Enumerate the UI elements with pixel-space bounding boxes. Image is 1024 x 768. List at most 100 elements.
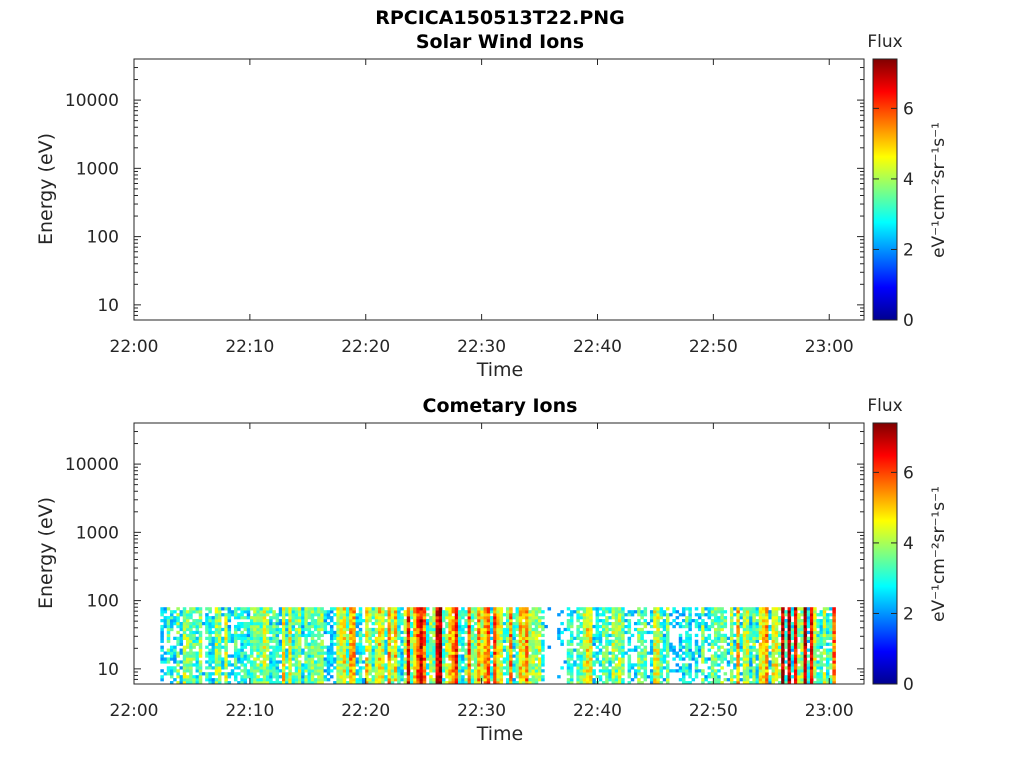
heatmap-cell	[589, 657, 593, 661]
heatmap-cell	[448, 636, 452, 640]
heatmap-cell	[541, 675, 545, 679]
heatmap-cell	[461, 616, 465, 620]
heatmap-cell	[160, 678, 164, 682]
heatmap-cell	[198, 636, 203, 640]
heatmap-cell	[605, 624, 609, 629]
heatmap-cell	[608, 657, 612, 661]
heatmap-cell	[281, 633, 286, 638]
heatmap-cell	[806, 672, 811, 676]
heatmap-cell	[233, 678, 238, 682]
heatmap-cell	[387, 627, 392, 632]
heatmap-cell	[566, 660, 571, 664]
heatmap-cell	[413, 624, 417, 629]
heatmap-cell	[803, 642, 808, 646]
heatmap-cell	[269, 621, 273, 626]
heatmap-cell	[729, 627, 734, 632]
heatmap-cell	[813, 639, 817, 643]
heatmap-cell	[701, 657, 705, 661]
heatmap-cell	[393, 610, 398, 614]
heatmap-cell	[678, 636, 683, 640]
heatmap-cell	[189, 669, 193, 673]
heatmap-cell	[534, 675, 539, 679]
heatmap-cell	[217, 672, 222, 676]
heatmap-cell	[576, 663, 580, 667]
heatmap-cell	[614, 619, 619, 623]
heatmap-cell	[531, 645, 536, 649]
heatmap-cell	[717, 681, 721, 685]
heatmap-cell	[381, 657, 385, 661]
heatmap-cell	[729, 642, 734, 646]
heatmap-cell	[784, 621, 788, 626]
heatmap-cell	[189, 663, 193, 667]
heatmap-cell	[377, 666, 382, 670]
heatmap-cell	[413, 642, 417, 646]
heatmap-cell	[781, 657, 785, 661]
heatmap-cell	[269, 660, 273, 664]
heatmap-cell	[384, 645, 388, 649]
heatmap-cell	[307, 621, 312, 626]
heatmap-cell	[313, 663, 318, 667]
heatmap-cell	[387, 616, 392, 620]
heatmap-cell	[665, 678, 670, 682]
heatmap-cell	[374, 630, 379, 635]
heatmap-cell	[662, 636, 667, 640]
heatmap-cell	[736, 613, 740, 617]
heatmap-cell	[272, 681, 276, 685]
heatmap-cell	[195, 639, 200, 643]
heatmap-cell	[307, 669, 312, 673]
heatmap-cell	[329, 657, 334, 661]
heatmap-cell	[470, 657, 475, 661]
heatmap-cell	[592, 660, 596, 664]
heatmap-cell	[192, 607, 196, 611]
heatmap-cell	[182, 666, 187, 670]
heatmap-cell	[403, 613, 408, 617]
heatmap-cell	[758, 660, 763, 664]
heatmap-cell	[288, 669, 292, 673]
heatmap-cell	[502, 648, 507, 652]
heatmap-cell	[307, 657, 312, 661]
heatmap-cell	[464, 642, 468, 646]
heatmap-cell	[256, 613, 260, 617]
heatmap-cell	[419, 660, 424, 664]
heatmap-cell	[285, 619, 289, 623]
heatmap-cell	[749, 663, 753, 667]
heatmap-cell	[800, 613, 804, 617]
heatmap-cell	[176, 616, 180, 620]
heatmap-cell	[349, 657, 353, 661]
heatmap-cell	[787, 663, 792, 667]
heatmap-cell	[752, 627, 756, 632]
heatmap-cell	[470, 642, 475, 646]
heatmap-cell	[499, 639, 504, 643]
heatmap-cell	[262, 616, 267, 620]
heatmap-cell	[813, 669, 817, 673]
heatmap-cell	[793, 624, 798, 629]
heatmap-cell	[672, 651, 676, 655]
heatmap-cell	[342, 666, 347, 670]
heatmap-cell	[832, 627, 836, 632]
heatmap-cell	[169, 619, 174, 623]
heatmap-cell	[656, 666, 660, 670]
heatmap-cell	[784, 636, 788, 640]
heatmap-cell	[688, 663, 692, 667]
heatmap-cell	[179, 639, 184, 643]
heatmap-cell	[505, 619, 510, 623]
heatmap-cell	[777, 645, 782, 649]
heatmap-cell	[665, 654, 670, 658]
heatmap-cell	[217, 663, 222, 667]
heatmap-cell	[531, 616, 536, 620]
heatmap-cell	[166, 666, 171, 670]
heatmap-cell	[784, 654, 788, 658]
heatmap-cell	[598, 678, 603, 682]
heatmap-cell	[525, 651, 529, 655]
heatmap-cell	[176, 624, 180, 629]
heatmap-cell	[521, 654, 526, 658]
heatmap-cell	[169, 621, 174, 626]
heatmap-cell	[307, 613, 312, 617]
heatmap-cell	[317, 669, 321, 673]
heatmap-cell	[585, 645, 590, 649]
heatmap-cell	[582, 663, 587, 667]
heatmap-cell	[832, 663, 836, 667]
heatmap-cell	[349, 648, 353, 652]
heatmap-cell	[224, 654, 228, 658]
